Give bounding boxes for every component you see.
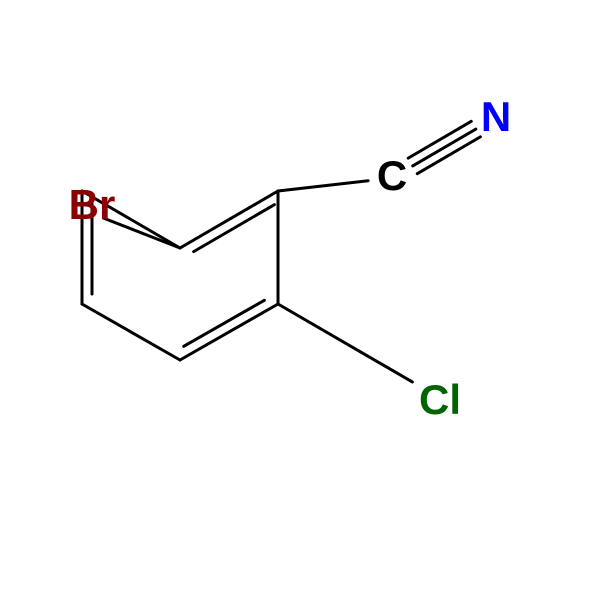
bromine-atom-label: Br <box>69 181 116 229</box>
nitrogen-atom-label: N <box>481 93 511 141</box>
bond-layer <box>0 0 600 600</box>
molecule-canvas: Br Cl C N <box>0 0 600 600</box>
carbon-nitrile-atom-label: C <box>377 152 407 200</box>
chlorine-atom-label: Cl <box>419 376 461 424</box>
